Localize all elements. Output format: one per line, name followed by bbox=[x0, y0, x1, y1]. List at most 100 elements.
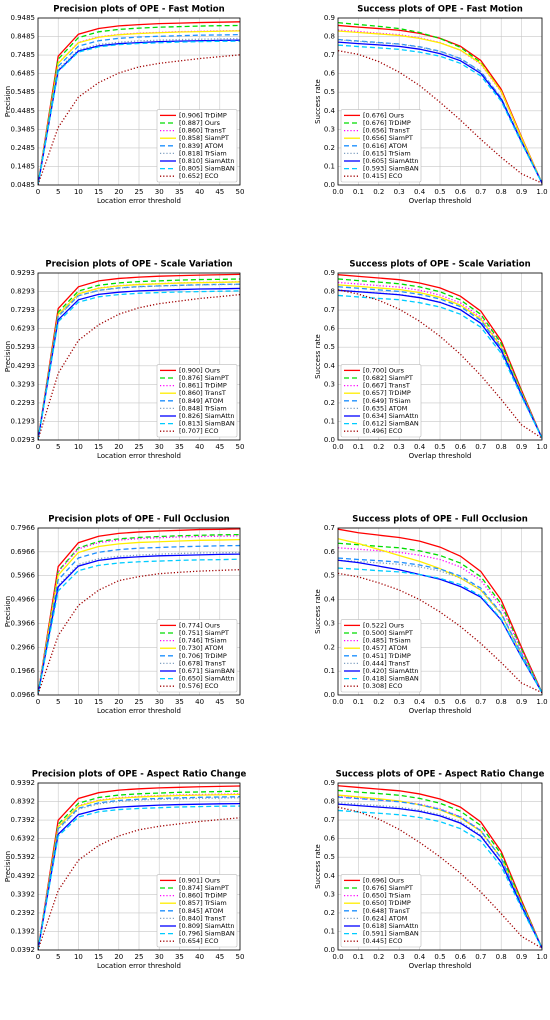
x-tick-label: 50 bbox=[236, 443, 245, 451]
legend-label: [0.874] SiamPT bbox=[179, 884, 229, 892]
legend-label: [0.615] TrSiam bbox=[363, 149, 411, 157]
y-tick-label: 0.6392 bbox=[11, 835, 36, 843]
y-tick-label: 0.3966 bbox=[11, 619, 36, 627]
y-tick-label: 0.5966 bbox=[11, 572, 36, 580]
x-tick-label: 0.1 bbox=[353, 698, 364, 706]
y-tick-label: 0.3 bbox=[324, 890, 335, 898]
x-tick-label: 0.2 bbox=[373, 698, 384, 706]
series-line bbox=[38, 528, 240, 695]
y-tick-label: 0.1966 bbox=[11, 667, 36, 675]
legend-box bbox=[156, 364, 238, 438]
y-tick-label: 0.7966 bbox=[11, 524, 36, 532]
x-axis-label: Location error threshold bbox=[97, 197, 181, 205]
y-tick-label: 0.5 bbox=[324, 572, 335, 580]
legend-label: [0.500] SiamPT bbox=[363, 629, 413, 637]
x-tick-label: 15 bbox=[94, 953, 103, 961]
x-tick-label: 0.6 bbox=[455, 698, 467, 706]
series-line bbox=[38, 290, 240, 440]
legend-label: [0.857] TrSiam bbox=[179, 899, 227, 907]
y-tick-label: 0.9485 bbox=[11, 14, 36, 22]
x-axis-label: Overlap threshold bbox=[409, 962, 472, 970]
series-line bbox=[38, 287, 240, 440]
legend-label: [0.650] SiamAttn bbox=[179, 675, 235, 683]
x-tick-label: 0.8 bbox=[496, 443, 507, 451]
y-tick-label: 0.3392 bbox=[11, 890, 36, 898]
legend-label: [0.818] TrSiam bbox=[179, 149, 227, 157]
plot-frame bbox=[37, 527, 241, 696]
x-tick-label: 10 bbox=[74, 443, 83, 451]
y-tick-label: 0.2392 bbox=[11, 909, 36, 917]
y-tick-label: 0.4966 bbox=[11, 596, 36, 604]
x-tick-label: 35 bbox=[175, 953, 184, 961]
x-tick-label: 0.1 bbox=[353, 443, 364, 451]
chart-panel: 0.0 0.1 0.2 0.3 0.4 0.5 0.6 0.7 0.8 0.9 1.0 0.0 0.1 0… bbox=[314, 515, 548, 716]
legend-label: [0.656] SiamPT bbox=[363, 134, 413, 142]
y-tick-label: 0.1 bbox=[324, 417, 335, 425]
legend: [0.522] Ours[0.500] SiamPT[0.485] TrSiam… bbox=[340, 619, 422, 693]
x-tick-label: 25 bbox=[135, 188, 144, 196]
x-tick-label: 10 bbox=[74, 953, 83, 961]
legend-label: [0.650] TrSiam bbox=[363, 892, 411, 900]
x-tick-label: 0.5 bbox=[434, 188, 445, 196]
y-tick-label: 0.9 bbox=[324, 269, 335, 277]
series-line bbox=[338, 785, 542, 949]
x-tick-label: 40 bbox=[195, 953, 204, 961]
y-tick-label: 0.7485 bbox=[11, 51, 36, 59]
y-tick-label: 0.6 bbox=[324, 548, 336, 556]
x-tick-label: 35 bbox=[175, 698, 184, 706]
series-line bbox=[38, 30, 240, 185]
series-line bbox=[38, 796, 240, 950]
legend-label: [0.796] SiamBAN bbox=[179, 930, 235, 938]
series-line bbox=[338, 806, 542, 949]
x-tick-label: 0.3 bbox=[394, 953, 405, 961]
x-tick-label: 15 bbox=[94, 188, 103, 196]
series-line bbox=[338, 50, 542, 184]
legend-label: [0.612] SiamBAN bbox=[363, 420, 419, 428]
legend: [0.900] Ours[0.876] SiamPT[0.861] TrDiMP… bbox=[156, 364, 238, 438]
series-line bbox=[38, 553, 240, 695]
x-tick-label: 0.1 bbox=[353, 188, 364, 196]
x-tick-label: 30 bbox=[155, 188, 164, 196]
y-tick-label: 0.2293 bbox=[11, 399, 36, 407]
series-line bbox=[38, 278, 240, 440]
legend-box bbox=[340, 874, 422, 948]
series-line bbox=[338, 542, 542, 693]
x-axis-label: Location error threshold bbox=[97, 962, 181, 970]
x-tick-label: 45 bbox=[215, 443, 224, 451]
legend-label: [0.900] Ours bbox=[179, 366, 221, 374]
x-axis-label: Overlap threshold bbox=[409, 197, 472, 205]
y-tick-label: 0.8392 bbox=[11, 798, 36, 806]
legend: [0.774] Ours[0.751] SiamPT[0.746] TrSiam… bbox=[156, 619, 238, 693]
x-tick-label: 0.5 bbox=[434, 698, 445, 706]
x-tick-label: 45 bbox=[215, 953, 224, 961]
x-tick-label: 0.9 bbox=[516, 443, 527, 451]
x-tick-label: 1.0 bbox=[536, 953, 547, 961]
x-tick-label: 5 bbox=[56, 698, 60, 706]
x-tick-label: 5 bbox=[56, 953, 60, 961]
x-tick-label: 0.2 bbox=[373, 188, 384, 196]
x-tick-label: 0.6 bbox=[455, 188, 467, 196]
x-tick-label: 0.8 bbox=[496, 188, 507, 196]
y-tick-label: 0.3485 bbox=[11, 125, 36, 133]
legend-label: [0.861] TrDiMP bbox=[179, 382, 227, 390]
x-axis-label: Location error threshold bbox=[97, 707, 181, 715]
series-line bbox=[38, 569, 240, 695]
y-tick-label: 0.0 bbox=[324, 436, 335, 444]
y-tick-label: 0.7 bbox=[324, 524, 335, 532]
chart-title: Precision plots of OPE - Aspect Ratio Ch… bbox=[32, 770, 247, 780]
series-line bbox=[38, 40, 240, 185]
legend-label: [0.860] TrDiMP bbox=[179, 892, 227, 900]
x-tick-label: 0.5 bbox=[434, 443, 445, 451]
y-tick-label: 0.2966 bbox=[11, 643, 36, 651]
x-tick-label: 0.7 bbox=[475, 188, 486, 196]
series-line bbox=[338, 528, 542, 693]
legend-label: [0.774] Ours bbox=[179, 621, 221, 629]
x-axis-label: Overlap threshold bbox=[409, 707, 472, 715]
y-tick-label: 0.8 bbox=[324, 798, 335, 806]
x-tick-label: 0.9 bbox=[516, 953, 527, 961]
legend-label: [0.656] TransT bbox=[363, 127, 410, 135]
chart-title: Precision plots of OPE - Scale Variation bbox=[45, 260, 232, 270]
x-tick-label: 15 bbox=[94, 698, 103, 706]
x-tick-label: 0.0 bbox=[332, 443, 343, 451]
